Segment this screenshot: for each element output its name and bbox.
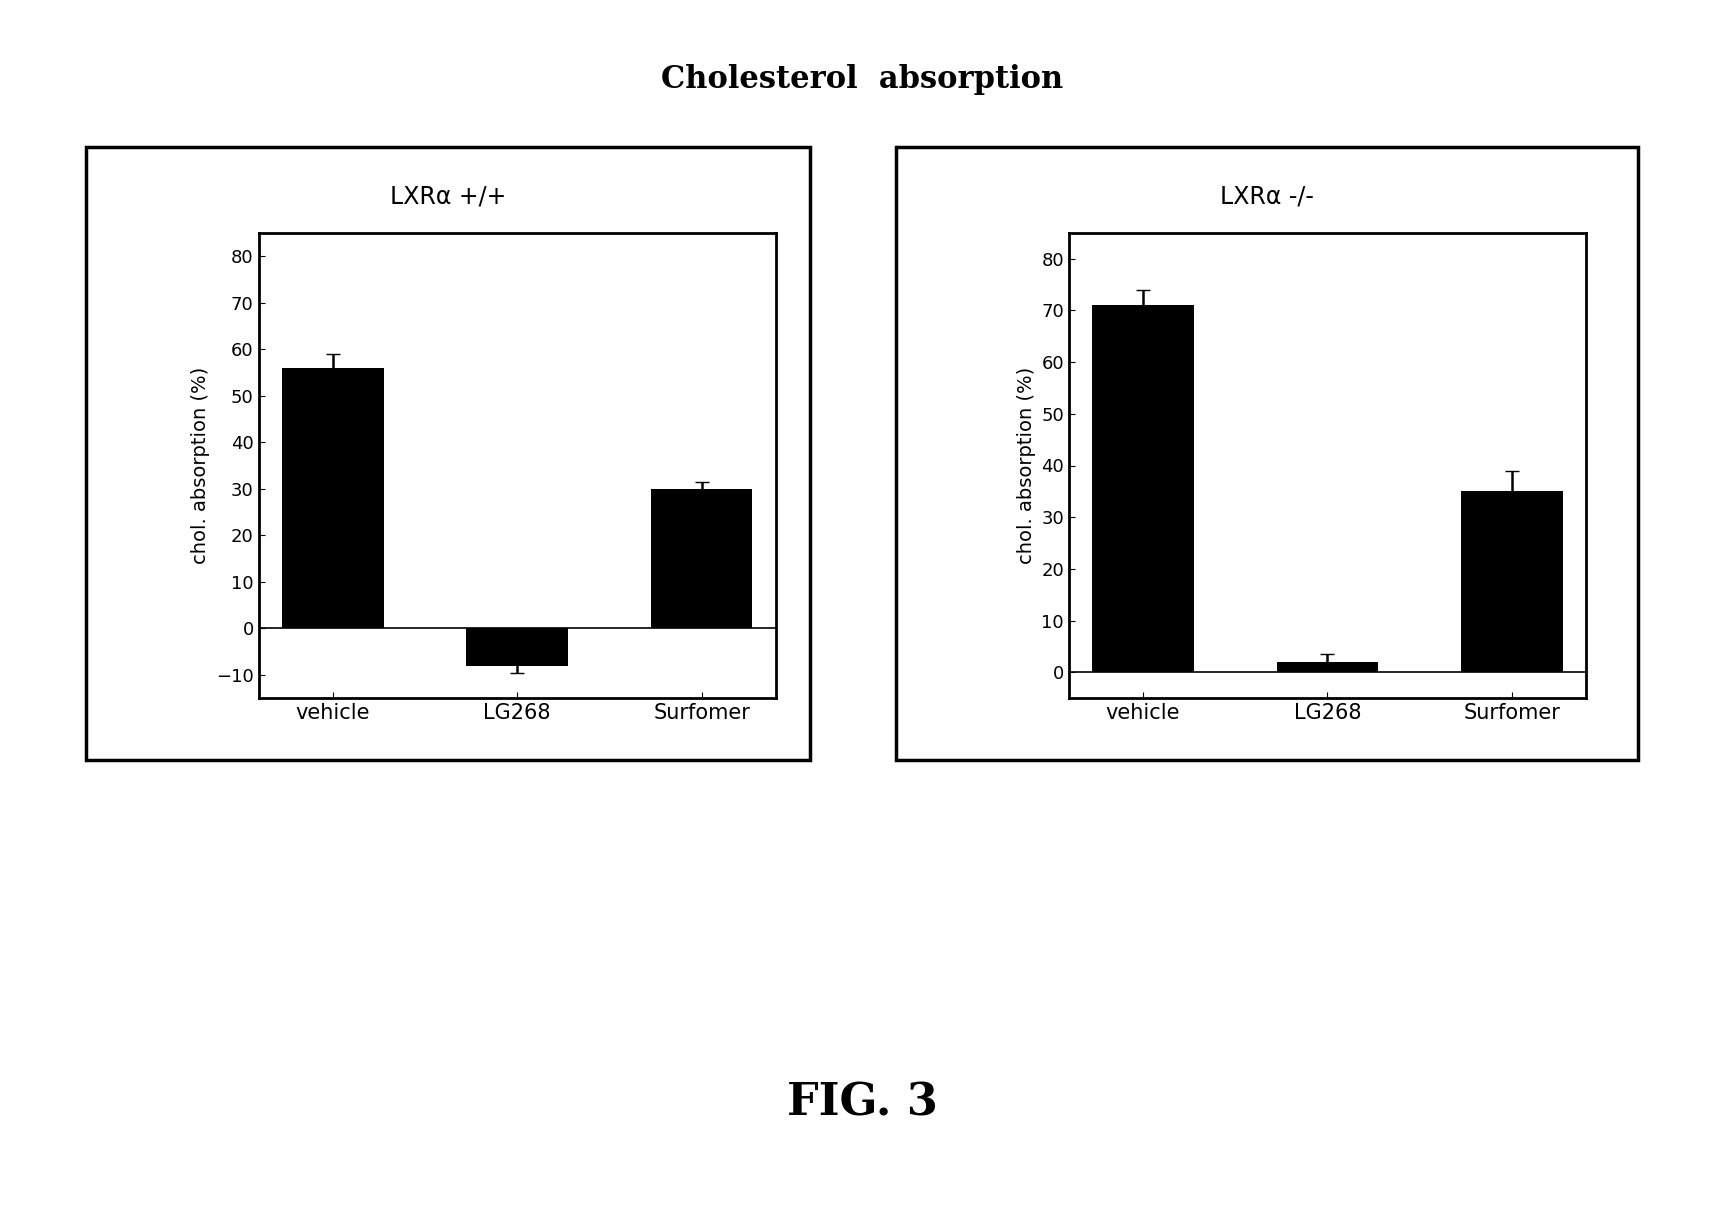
Bar <box>1277 662 1377 673</box>
Y-axis label: chol. absorption (%): chol. absorption (%) <box>1017 366 1036 565</box>
Bar <box>467 628 567 665</box>
Bar <box>1461 491 1561 673</box>
Text: LXRα +/+: LXRα +/+ <box>389 184 507 208</box>
Bar <box>1092 305 1192 673</box>
Bar <box>283 368 383 628</box>
Text: FIG. 3: FIG. 3 <box>786 1080 937 1125</box>
Text: LXRα -/-: LXRα -/- <box>1220 184 1313 208</box>
Text: Cholesterol  absorption: Cholesterol absorption <box>660 64 1063 96</box>
Bar <box>651 489 751 628</box>
Y-axis label: chol. absorption (%): chol. absorption (%) <box>191 366 210 565</box>
